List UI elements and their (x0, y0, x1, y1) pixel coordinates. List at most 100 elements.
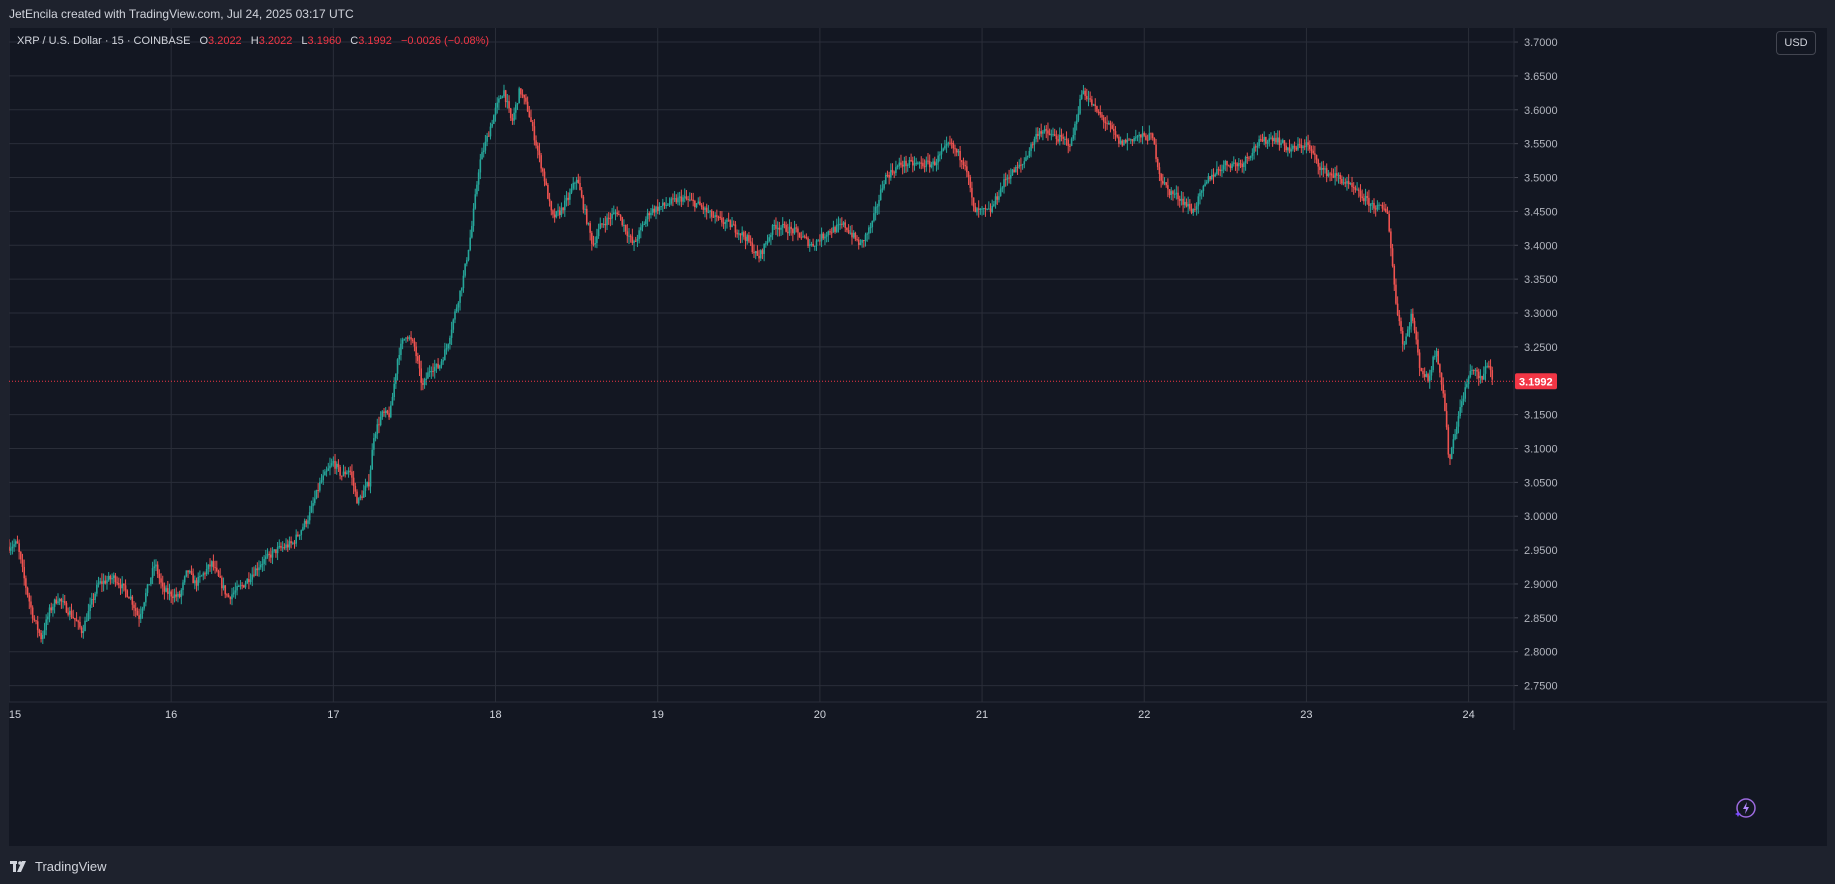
candle-body (1298, 144, 1301, 146)
candle-body (1067, 139, 1070, 146)
candle-body (1211, 174, 1213, 180)
candle-body (562, 207, 564, 211)
chart-area[interactable]: 3.7000 3.6500 3.6000 3.5500 3.5000 3.4500 3.40… (9, 28, 1827, 846)
candle-body (903, 160, 906, 167)
candle-body (1189, 203, 1191, 209)
candle-body (136, 610, 139, 616)
candle-body (1232, 162, 1235, 164)
candle-body (435, 363, 438, 367)
candle-body (107, 575, 110, 581)
candle-body (952, 142, 955, 149)
candle-body (640, 227, 642, 231)
y-tick-label: 2.8500 (1524, 613, 1558, 625)
candle-body (1474, 369, 1477, 371)
candle-body (687, 198, 689, 200)
y-tick-label: 3.3500 (1524, 274, 1558, 286)
candle-body (175, 594, 178, 597)
candle-body (1150, 133, 1152, 135)
candle-body (437, 363, 439, 369)
candle-body (420, 368, 422, 383)
candle-body (85, 620, 88, 622)
candle-body (62, 601, 64, 603)
candle-body (1170, 191, 1173, 196)
candle-body (969, 176, 972, 188)
candle-body (1386, 211, 1389, 214)
currency-button[interactable]: USD (1776, 31, 1816, 55)
candle-body (678, 196, 681, 198)
lightning-sparkle-icon[interactable] (1734, 796, 1758, 820)
close-value: 3.1992 (358, 35, 392, 47)
candle-body (623, 224, 625, 226)
candle-body (646, 213, 649, 220)
candle-body (1028, 150, 1031, 157)
candle-body (57, 601, 59, 604)
symbol-name[interactable]: XRP / U.S. Dollar · 15 · COINBASE (17, 35, 191, 47)
candle-body (231, 594, 233, 600)
candle-body (1050, 134, 1053, 136)
candle-body (974, 206, 977, 213)
candle-body (124, 585, 127, 591)
candle-body (411, 339, 414, 342)
candle-body (320, 480, 323, 483)
candle-body (1481, 375, 1483, 380)
candle-body (1121, 140, 1124, 146)
candle-body (574, 182, 576, 184)
candle-body (692, 199, 694, 201)
candle-body (1454, 434, 1456, 440)
candle-body (521, 94, 524, 96)
candle-body (413, 341, 416, 347)
candle-body (368, 482, 370, 487)
candle-body (547, 184, 549, 199)
candle-body (1172, 191, 1174, 195)
candle-body (288, 541, 291, 548)
candle-body (591, 232, 593, 244)
candle-body (518, 88, 520, 104)
candle-body (650, 212, 652, 216)
candle-body (109, 575, 112, 580)
candle-body (905, 160, 907, 167)
candle-body (663, 202, 666, 206)
candle-body (922, 162, 924, 167)
candle-body (165, 588, 167, 592)
candle-body (1442, 384, 1445, 394)
price-chart[interactable]: 3.7000 3.6500 3.6000 3.5500 3.5000 3.4500 3.40… (9, 28, 1827, 846)
candle-body (1390, 231, 1392, 249)
candle-body (1285, 145, 1287, 151)
candle-body (1119, 140, 1122, 144)
candle-body (11, 546, 14, 549)
candle-body (1471, 369, 1473, 371)
candle-body (780, 227, 782, 230)
candle-body (960, 160, 963, 163)
candle-body (1199, 192, 1201, 197)
candle-body (1104, 121, 1107, 124)
candle-body (150, 577, 152, 585)
candle-body (35, 620, 37, 622)
candle-body (342, 471, 345, 476)
candle-body (1347, 181, 1350, 184)
candle-body (1011, 169, 1014, 176)
candle-body (864, 234, 867, 242)
brand[interactable]: TradingView (10, 859, 107, 874)
candle-body (940, 150, 943, 155)
candle-body (1258, 139, 1260, 147)
candle-body (582, 196, 585, 210)
candle-body (170, 591, 172, 597)
candle-body (1094, 104, 1097, 107)
candle-body (732, 224, 735, 226)
candle-body (270, 554, 272, 558)
candle-body (548, 198, 551, 202)
candle-body (807, 238, 809, 247)
candle-body (584, 208, 586, 210)
candle-body (802, 236, 804, 238)
candle-body (1376, 204, 1379, 210)
x-tick-label: 15 (9, 709, 21, 721)
candle-body (1368, 197, 1370, 206)
candle-body (1371, 202, 1374, 204)
candle-body (508, 101, 510, 109)
candle-body (572, 182, 575, 189)
candle-body (236, 586, 238, 591)
candle-body (1072, 134, 1075, 139)
candle-body (244, 583, 247, 588)
candle-body (781, 223, 784, 228)
candle-body (1192, 209, 1195, 213)
